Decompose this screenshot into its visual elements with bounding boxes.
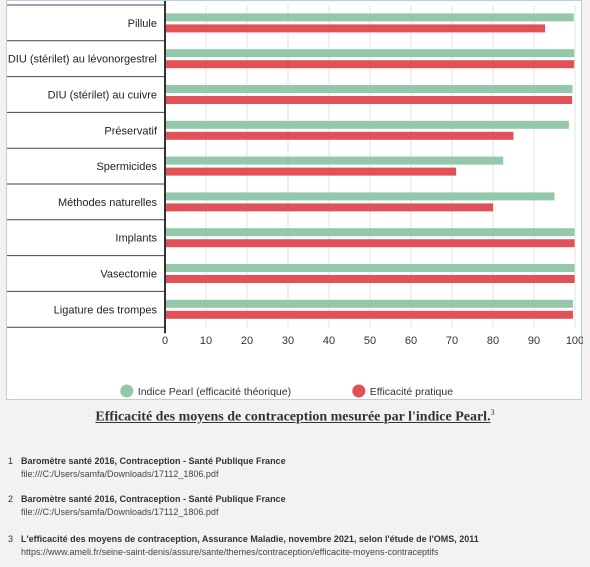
footnote-title: L'efficacité des moyens de contraception… (21, 534, 479, 544)
category-label: Préservatif (104, 125, 158, 137)
caption-footnote-ref: 3 (490, 408, 495, 417)
footnote-title: Baromètre santé 2016, Contraception - Sa… (21, 494, 286, 504)
footnote-link[interactable]: https://www.ameli.fr/seine-saint-denis/a… (21, 547, 439, 557)
footnote-1: 1 Baromètre santé 2016, Contraception - S… (8, 455, 583, 481)
bar (165, 228, 575, 237)
bar (165, 13, 574, 22)
x-tick-label: 100 (566, 335, 583, 347)
legend-swatch (352, 384, 366, 398)
footnote-title: Baromètre santé 2016, Contraception - Sa… (21, 456, 286, 466)
x-tick-label: 40 (323, 335, 335, 347)
bar (165, 239, 575, 248)
footnote-link[interactable]: file:///C:/Users/samfa/Downloads/17112_1… (21, 469, 219, 479)
bar (165, 120, 569, 129)
x-tick-label: 90 (528, 335, 540, 347)
category-label: Ligature des trompes (54, 304, 158, 316)
bar (165, 192, 555, 201)
x-tick-label: 0 (162, 335, 168, 347)
x-tick-label: 30 (282, 335, 294, 347)
bar (165, 156, 504, 165)
chart-panel: Pillule DIU (stérilet) au lévonorgestrel D… (6, 0, 583, 400)
category-label: Méthodes naturelles (58, 197, 158, 209)
category-label: DIU (stérilet) au cuivre (48, 90, 157, 102)
legend-label: Indice Pearl (efficacité théorique) (138, 386, 291, 398)
footnote-link[interactable]: file:///C:/Users/samfa/Downloads/17112_1… (21, 507, 219, 517)
footnote-number: 2 (8, 494, 14, 504)
category-label: Implants (115, 233, 157, 245)
bar (165, 299, 573, 308)
bar (165, 131, 514, 140)
chart-caption: Efficacité des moyens de contraception m… (0, 408, 590, 426)
category-label: Vasectomie (100, 269, 157, 281)
x-tick-label: 70 (446, 335, 458, 347)
category-label: Pillule (128, 18, 157, 30)
bar (165, 203, 493, 212)
bar (165, 49, 575, 58)
bar (165, 24, 546, 33)
bar (165, 167, 457, 176)
footnote-number: 3 (8, 534, 14, 544)
legend-swatch (120, 384, 134, 398)
bar-chart: Pillule DIU (stérilet) au lévonorgestrel D… (7, 1, 583, 398)
bar (165, 310, 573, 319)
bar (165, 85, 573, 93)
x-tick-label: 80 (487, 335, 499, 347)
bar (165, 275, 575, 283)
bar (165, 96, 573, 104)
x-tick-label: 10 (200, 335, 212, 347)
bar (165, 264, 575, 272)
x-tick-label: 50 (364, 335, 376, 347)
bar (165, 60, 575, 69)
caption-title: Efficacité des moyens de contraception m… (95, 409, 491, 425)
footnote-3: 3 L'efficacité des moyens de contraceptio… (8, 533, 583, 559)
footnote-2: 2 Baromètre santé 2016, Contraception - S… (8, 493, 583, 519)
category-label: Spermicides (96, 161, 157, 173)
footnote-number: 1 (8, 456, 14, 466)
legend-label: Efficacité pratique (370, 386, 453, 398)
x-tick-label: 20 (241, 335, 253, 347)
category-label: DIU (stérilet) au lévonorgestrel (8, 54, 157, 66)
x-tick-label: 60 (405, 335, 417, 347)
